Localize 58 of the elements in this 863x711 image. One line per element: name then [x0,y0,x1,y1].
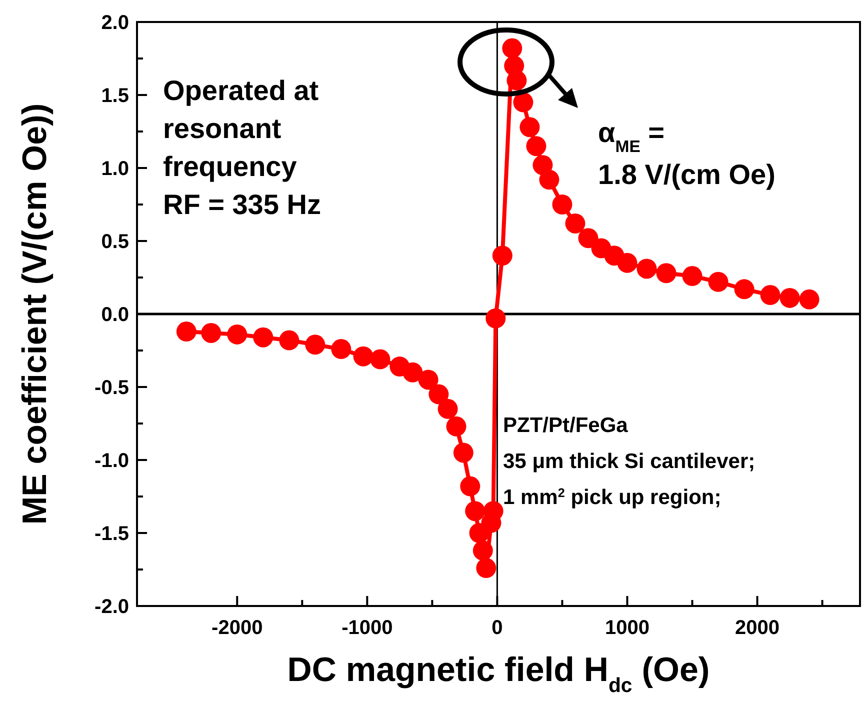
point [780,288,800,308]
point [526,136,546,156]
point [438,398,458,419]
point [513,92,534,112]
y-tick-label: -1.5 [94,523,129,545]
point [465,501,486,522]
point [331,339,352,360]
point [201,322,222,343]
point [578,228,598,248]
annotation: α$_{ME}$ = 1.8 V/(cm Oe) [598,117,776,190]
y-tick-label: 0.0 [101,304,129,326]
point [428,384,449,404]
x-tick-label: 0 [492,617,503,639]
y-tick-label: 1.0 [101,158,129,180]
point [656,263,676,284]
x-tick-label: -2000 [212,617,263,639]
point [486,308,506,328]
annotation: Operated at resonant frequency RF = 335 Hz [163,75,321,220]
y-tick-label: 2.0 [101,12,129,34]
point [446,416,466,436]
point [460,476,480,496]
point [552,194,572,214]
point [617,252,638,273]
y-axis-title: ME coefficient (V/(cm Oe)) [16,103,54,525]
point [418,370,438,390]
point [734,279,754,300]
point [708,272,728,292]
point [305,334,326,355]
point [799,289,820,310]
point [370,349,390,370]
y-tick-label: -0.5 [94,377,129,399]
point [682,266,702,286]
point [402,362,423,382]
point [453,442,474,463]
x-tick-label: -1000 [342,617,393,639]
point [279,330,300,350]
y-tick-label: -1.0 [94,450,129,472]
point [176,322,196,342]
point [227,324,248,344]
point [476,558,496,578]
x-tick-label: 1000 [604,617,650,639]
y-tick-label: -2.0 [94,596,129,618]
point [520,117,540,138]
x-tick-label: 2000 [735,617,780,639]
y-tick-label: 0.5 [101,231,129,253]
point [492,246,512,266]
x-axis-title: DC magnetic field H$_{dc}$ (Oe) [287,651,710,697]
point [472,540,493,561]
point [502,38,522,58]
point [506,70,527,90]
point [539,170,560,190]
y-tick-label: 1.5 [101,85,129,107]
point [253,327,274,348]
point [565,213,586,234]
annotation: PZT/Pt/FeGa 35 μm thick Si cantilever; 1 mm$^{2}$ pick up region; [503,414,756,509]
point [353,346,374,366]
point [760,285,780,306]
point [636,258,657,279]
